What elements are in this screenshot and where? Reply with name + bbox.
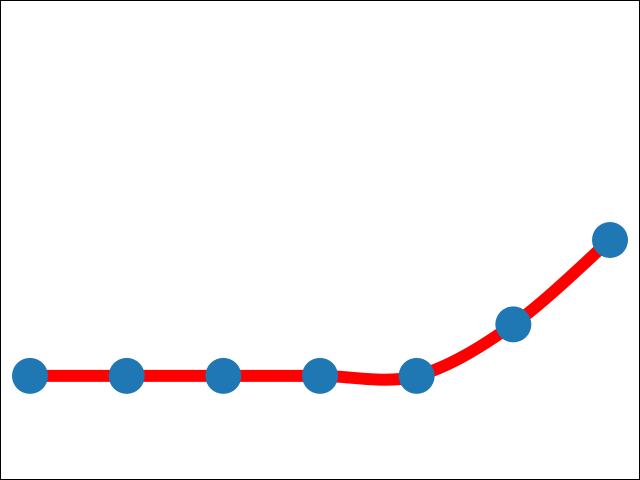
data-point-6 bbox=[592, 222, 628, 258]
data-point-3 bbox=[302, 357, 338, 394]
data-point-2 bbox=[205, 357, 242, 394]
data-point-4 bbox=[398, 357, 435, 394]
data-point-0 bbox=[12, 357, 48, 394]
data-point-1 bbox=[108, 357, 145, 394]
data-point-5 bbox=[495, 306, 532, 343]
